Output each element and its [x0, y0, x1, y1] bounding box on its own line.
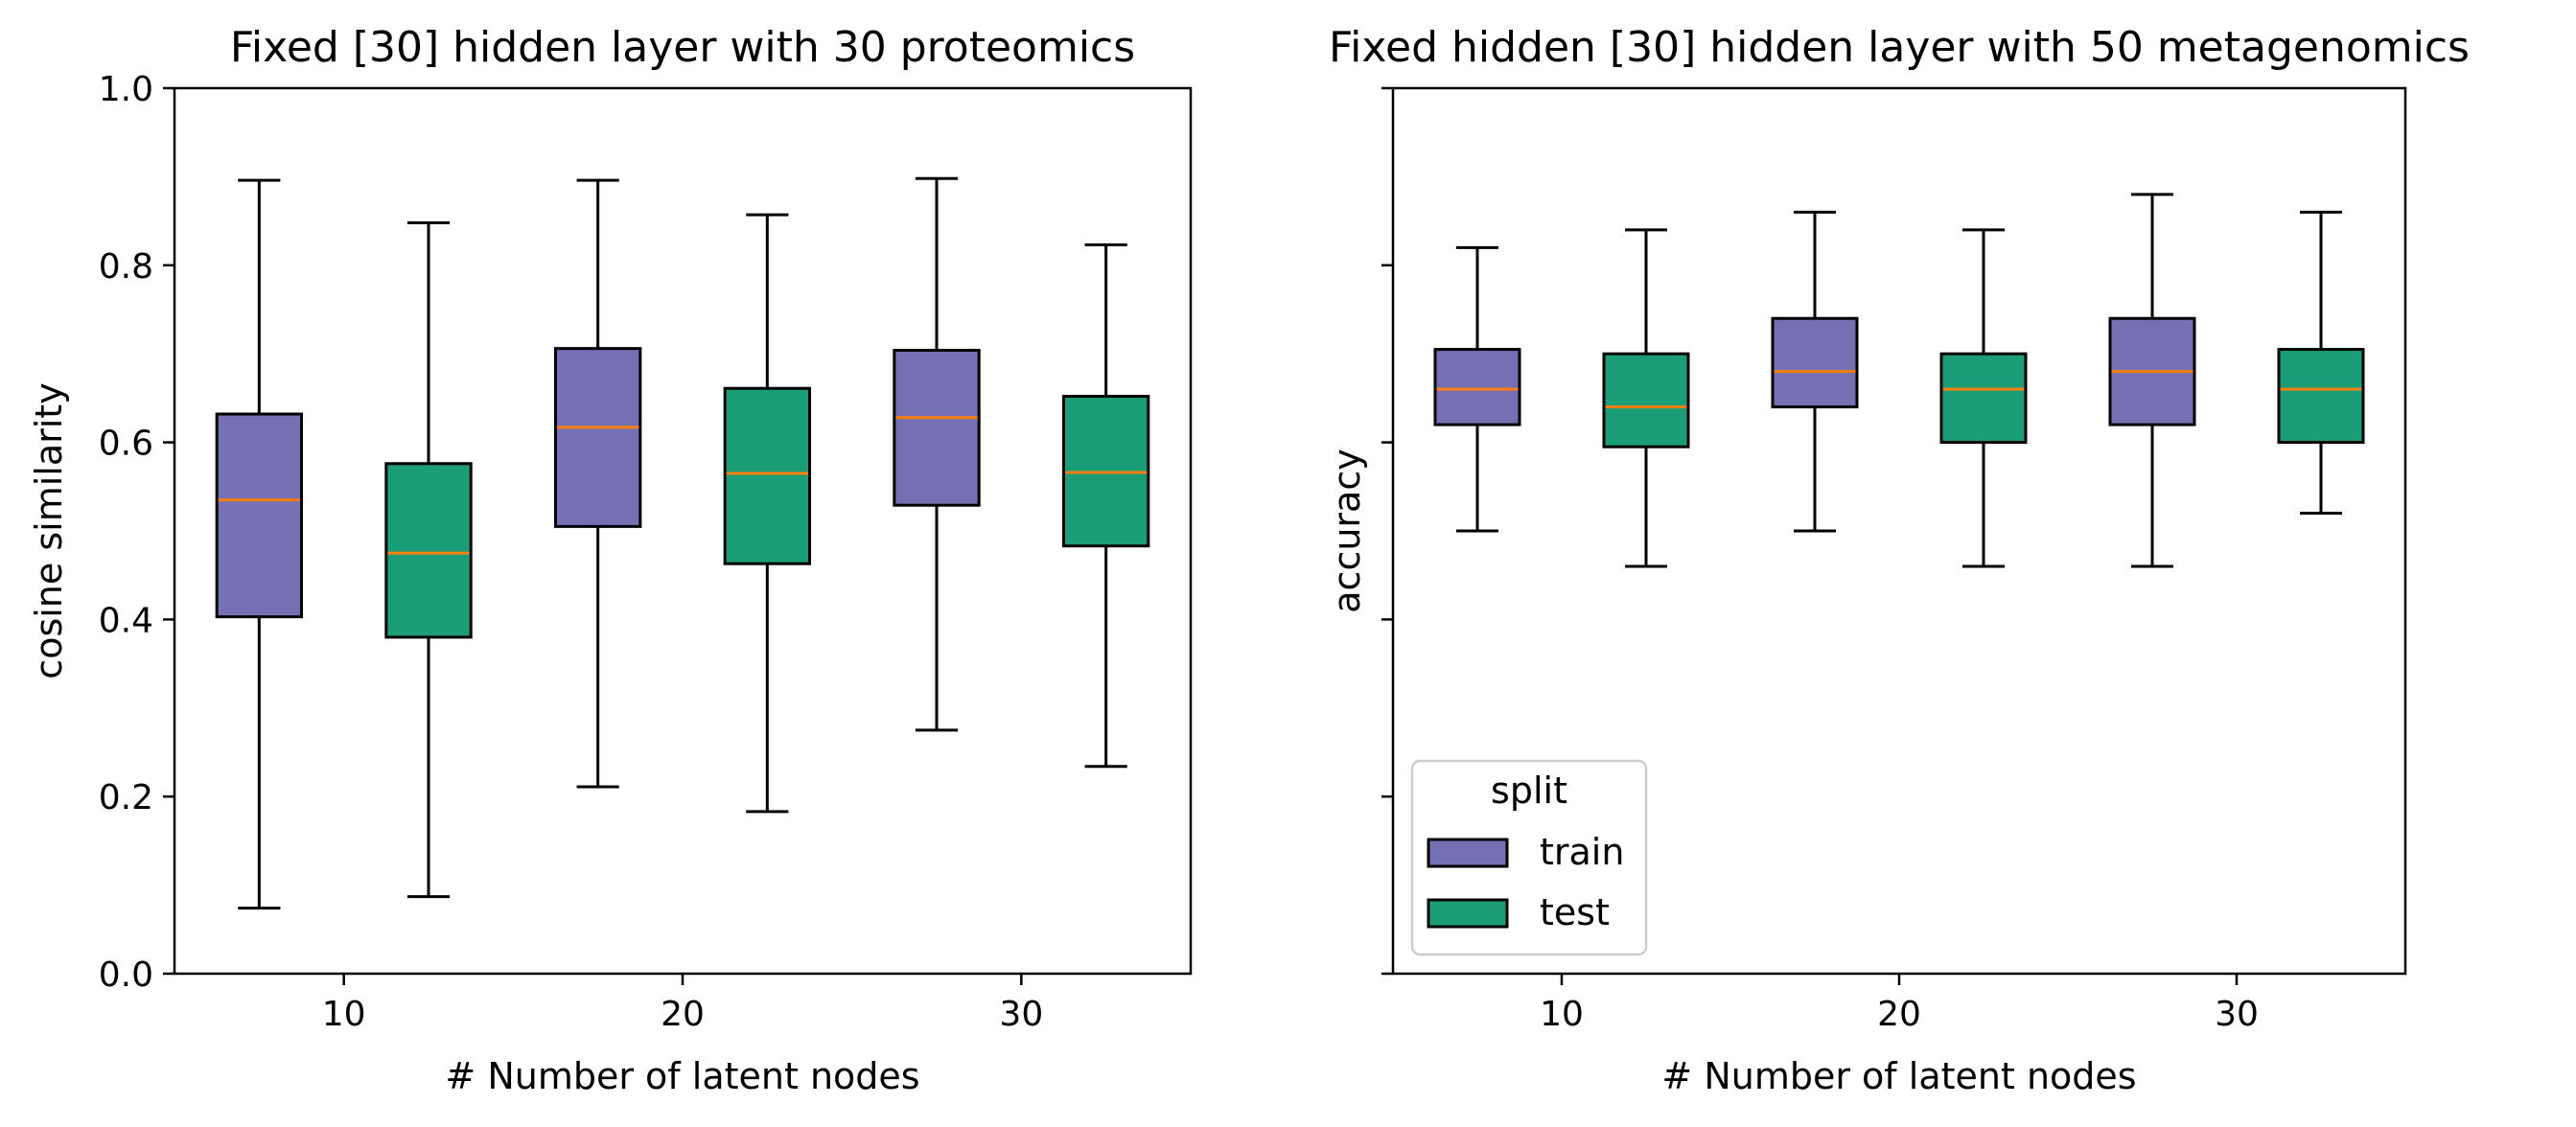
- chart-title: Fixed [30] hidden layer with 30 proteomi…: [230, 23, 1135, 72]
- legend-label-test: test: [1540, 891, 1610, 933]
- y-tick-label: 1.0: [99, 70, 153, 109]
- y-axis-label: cosine similarity: [28, 382, 70, 678]
- x-tick-label: 10: [1540, 995, 1584, 1034]
- box-body: [893, 349, 981, 507]
- legend-title: split: [1491, 770, 1567, 812]
- y-axis-label: accuracy: [1326, 448, 1368, 612]
- box-body: [554, 347, 642, 528]
- box-test-1: [1939, 228, 2028, 568]
- panel-metagenomics: 10 20 30 Fixed hidden [30] hidden layer wit…: [1326, 23, 2470, 1097]
- box-body: [215, 412, 304, 619]
- box-train-0: [1433, 245, 1521, 533]
- box-test-0: [1602, 228, 1690, 568]
- x-axis-label: # Number of latent nodes: [1661, 1055, 2136, 1097]
- box-test-1: [723, 213, 812, 814]
- box-train-2: [893, 176, 981, 732]
- axes-frame: [173, 86, 1193, 976]
- box-test-0: [384, 220, 473, 899]
- y-tick-label: 0.0: [99, 955, 153, 995]
- box-train-1: [1771, 210, 1859, 533]
- box-test-2: [2277, 210, 2365, 516]
- box-train-1: [554, 178, 642, 789]
- box-body: [384, 462, 473, 639]
- x-axis-label: # Number of latent nodes: [445, 1055, 919, 1097]
- x-tick-label: 20: [661, 995, 705, 1034]
- box-body: [723, 386, 812, 565]
- box-test-2: [1062, 243, 1150, 769]
- y-tick-label: 0.8: [99, 247, 153, 287]
- legend-label-train: train: [1540, 831, 1624, 873]
- y-tick-label: 0.6: [99, 425, 153, 464]
- panel-proteomics: 10 20 30 0.0 0.2 0.4 0.6 0.8 1.0 Fixed [30] hidde…: [28, 23, 1193, 1097]
- x-tick-label: 10: [322, 995, 366, 1034]
- box-body: [1433, 348, 1521, 426]
- x-tick-label: 20: [1877, 995, 1921, 1034]
- legend: split train test: [1410, 759, 1648, 956]
- box-body: [1939, 352, 2028, 445]
- x-tick-label: 30: [999, 995, 1043, 1034]
- chart-title: Fixed hidden [30] hidden layer with 50 m…: [1329, 23, 2470, 72]
- y-tick-label: 0.4: [99, 601, 153, 640]
- y-tick-label: 0.2: [99, 778, 153, 817]
- x-tick-label: 30: [2215, 995, 2259, 1034]
- box-body: [1602, 352, 1690, 448]
- legend-swatch-test: [1427, 898, 1509, 929]
- legend-swatch-train: [1427, 838, 1509, 868]
- box-train-2: [2108, 193, 2196, 568]
- box-body: [2277, 348, 2365, 445]
- box-train-0: [215, 178, 304, 910]
- box-body: [1771, 316, 1859, 409]
